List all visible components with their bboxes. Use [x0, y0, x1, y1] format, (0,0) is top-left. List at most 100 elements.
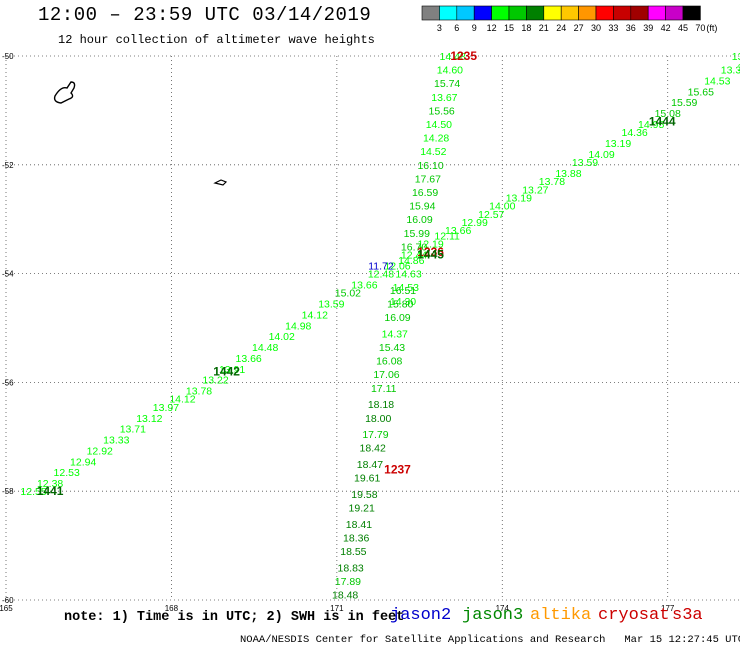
swh-value-label: 12.06	[384, 260, 410, 272]
swh-value-label: 14.09	[588, 149, 614, 161]
satellite-legend-jason3: jason3	[462, 606, 524, 625]
swh-value-label: 13.91	[219, 364, 245, 376]
x-tick-label: 165	[0, 604, 13, 613]
swh-value-label: 18.83	[338, 562, 364, 574]
swh-value-label: 14.48	[440, 51, 466, 63]
swh-value-label: 13.78	[186, 386, 212, 398]
swh-value-label: 13.66	[351, 279, 377, 291]
swh-value-label: 18.42	[360, 443, 386, 455]
swh-value-label: 13.27	[522, 184, 548, 196]
swh-value-label: 14.00	[489, 201, 515, 213]
colorbar-tick-label: 30	[591, 23, 601, 33]
swh-value-label: 13.97	[153, 402, 179, 414]
swh-value-label: 12.38	[37, 478, 63, 490]
swh-value-label: 13.37	[721, 65, 740, 77]
swh-value-label: 17.11	[371, 383, 397, 395]
swh-value-label: 19.21	[349, 503, 375, 515]
swh-value-label: 14.48	[252, 342, 278, 354]
swh-value-label: 18.41	[346, 519, 372, 531]
swh-value-label: 12.53	[54, 467, 80, 479]
footer-note: note: 1) Time is in UTC; 2) SWH is in fe…	[64, 610, 405, 625]
swh-value-label: 13.19	[506, 192, 532, 204]
swh-value-label: 16.10	[417, 160, 443, 172]
swh-value-label: 16.70	[401, 241, 427, 253]
time-label: 1445	[417, 248, 444, 262]
satellite-legend-altika: altika	[530, 606, 592, 625]
swh-value-label: 14.53	[704, 75, 730, 87]
colorbar-tick-label: 6	[454, 23, 459, 33]
swh-value-label: 12.94	[70, 456, 96, 468]
swh-value-label: 16.09	[406, 214, 432, 226]
swh-value-label: 15.08	[655, 108, 681, 120]
swh-value-label: 15.02	[335, 288, 361, 300]
swh-value-label: 14.36	[621, 127, 647, 139]
time-label: 1235	[450, 49, 477, 63]
colorbar-tick-label: 70	[695, 23, 705, 33]
swh-value-label: 15.80	[387, 299, 413, 311]
colorbar-unit: (ft)	[706, 23, 717, 33]
swh-value-label: 13.67	[431, 92, 457, 104]
swh-value-label: 14.53	[393, 282, 419, 294]
swh-value-label: 13.88	[555, 168, 581, 180]
satellite-legend-cryosat: cryosat	[598, 606, 670, 625]
colorbar-tick-label: 45	[678, 23, 688, 33]
swh-value-label: 13.19	[605, 138, 631, 150]
credit-line: NOAA/NESDIS Center for Satellite Applica…	[240, 634, 740, 646]
swh-value-label: 14.98	[285, 320, 311, 332]
island-outline	[213, 179, 228, 186]
swh-value-label: 13.12	[136, 413, 162, 425]
swh-value-label: 15.74	[434, 78, 460, 90]
swh-value-label: 13.59	[572, 157, 598, 169]
swh-value-label: 18.36	[343, 532, 369, 544]
island-outline	[53, 81, 76, 104]
swh-value-label: 15.99	[404, 228, 430, 240]
time-label: 1237	[384, 462, 411, 476]
swh-value-label: 13.66	[445, 225, 471, 237]
swh-value-label: 13.84	[737, 62, 740, 74]
colorbar-tick-label: 21	[539, 23, 549, 33]
x-tick-label: 177	[661, 604, 675, 613]
swh-value-label: 12.92	[87, 445, 113, 457]
colorbar-tick-label: 39	[643, 23, 653, 33]
swh-value-label: 13.33	[103, 435, 129, 447]
swh-value-label: 14.60	[437, 65, 463, 77]
swh-value-label: 14.95	[638, 119, 664, 131]
swh-value-label: 12.19	[417, 239, 443, 251]
colorbar-tick-label: 33	[608, 23, 618, 33]
swh-value-label: 13.22	[202, 375, 228, 387]
swh-value-label: 12.55	[20, 486, 46, 498]
swh-value-label: 12.48	[368, 269, 394, 281]
swh-value-label: 15.65	[688, 86, 714, 98]
time-label: 1444	[649, 114, 676, 128]
colorbar-tick-label: 42	[661, 23, 671, 33]
page-title: 12:00 – 23:59 UTC 03/14/2019	[38, 4, 372, 26]
swh-value-label: 15.94	[409, 201, 435, 213]
swh-value-label: 14.30	[390, 296, 416, 308]
swh-value-label: 18.48	[332, 590, 358, 602]
swh-value-label: 17.06	[373, 369, 399, 381]
swh-value-label: 19.61	[354, 473, 380, 485]
page-subtitle: 12 hour collection of altimeter wave hei…	[58, 33, 375, 47]
swh-value-label: 15.43	[379, 342, 405, 354]
colorbar-tick-label: 9	[472, 23, 477, 33]
swh-value-label: 16.59	[412, 187, 438, 199]
swh-value-label: 14.12	[302, 309, 328, 321]
swh-value-label: 13.59	[318, 299, 344, 311]
swh-value-label: 17.89	[335, 576, 361, 588]
swh-value-label: 12.99	[462, 217, 488, 229]
swh-value-label: 15.59	[671, 97, 697, 109]
swh-value-label: 13.71	[120, 424, 146, 436]
swh-value-label: 18.18	[368, 399, 394, 411]
colorbar-tick-label: 24	[556, 23, 566, 33]
swh-value-label: 13.66	[235, 353, 261, 365]
swh-value-label: 13.78	[539, 176, 565, 188]
swh-value-label: 14.86	[398, 255, 424, 267]
colorbar-tick-label: 15	[504, 23, 514, 33]
swh-value-label: 18.47	[357, 459, 383, 471]
swh-value-label: 18.00	[365, 413, 391, 425]
swh-value-label: 14.63	[395, 269, 421, 281]
swh-value-label: 16.51	[390, 285, 416, 297]
y-tick-label: -58	[2, 487, 14, 496]
colorbar-tick-label: 27	[574, 23, 584, 33]
swh-value-label: 14.52	[420, 146, 446, 158]
